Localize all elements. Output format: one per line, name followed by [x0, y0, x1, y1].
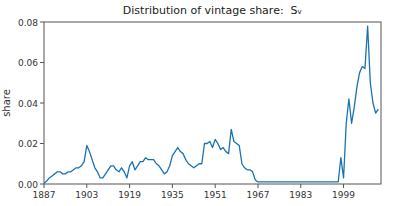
- y-tick-label: 0.04: [18, 99, 38, 109]
- chart: Distribution of vintage share: Sᵥ share 0.…: [0, 0, 393, 206]
- y-tick: [40, 184, 44, 185]
- x-tick-label: 1951: [204, 190, 227, 200]
- data-line: [44, 26, 378, 183]
- x-tick: [44, 184, 45, 188]
- plot-area: [44, 26, 378, 183]
- x-tick: [343, 184, 344, 188]
- y-tick-label: 0.08: [18, 18, 38, 28]
- y-tick: [40, 143, 44, 144]
- x-tick-label: 1903: [75, 190, 98, 200]
- y-tick-label: 0.02: [18, 139, 38, 149]
- y-tick-label: 0.00: [18, 180, 38, 190]
- y-tick: [40, 22, 44, 23]
- x-tick-label: 1967: [247, 190, 270, 200]
- x-tick: [257, 184, 258, 188]
- y-tick: [40, 103, 44, 104]
- x-tick-label: 1935: [161, 190, 184, 200]
- x-tick-label: 1919: [118, 190, 141, 200]
- x-tick-label: 1983: [289, 190, 312, 200]
- x-tick: [129, 184, 130, 188]
- title: Distribution of vintage share: Sᵥ: [123, 4, 302, 17]
- x-tick: [300, 184, 301, 188]
- x-tick: [86, 184, 87, 188]
- x-tick: [172, 184, 173, 188]
- y-tick-label: 0.06: [18, 58, 38, 68]
- x-tick: [215, 184, 216, 188]
- x-tick-label: 1887: [33, 190, 56, 200]
- y-axis-label: share: [1, 89, 12, 117]
- plot-frame: [44, 22, 381, 184]
- y-tick: [40, 62, 44, 63]
- x-tick-label: 1999: [332, 190, 355, 200]
